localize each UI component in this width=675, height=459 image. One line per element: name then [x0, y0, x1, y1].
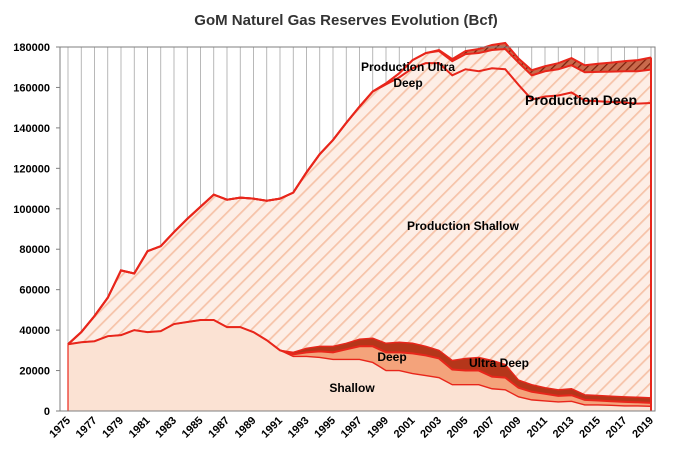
axes — [59, 46, 656, 412]
y-tick-120000: 120000 — [13, 163, 50, 175]
x-tick-2003: 2003 — [418, 415, 444, 441]
x-tick-1997: 1997 — [339, 415, 365, 441]
label-production-deep: Production Deep — [525, 92, 637, 108]
x-tick-1977: 1977 — [74, 415, 100, 441]
series-lines — [67, 41, 652, 411]
x-tick-2015: 2015 — [577, 415, 603, 441]
line-ultra-deep — [67, 319, 652, 399]
x-tick-2013: 2013 — [551, 415, 577, 441]
y-tick-80000: 80000 — [19, 244, 50, 256]
label-production-ultra-deep-line2: Deep — [393, 76, 422, 90]
x-tick-1975: 1975 — [47, 415, 73, 441]
area-production-deep — [68, 49, 651, 345]
stacked-areas — [68, 42, 651, 411]
x-tick-1985: 1985 — [180, 415, 206, 441]
y-tick-60000: 60000 — [19, 285, 50, 297]
y-tick-160000: 160000 — [13, 82, 50, 94]
area-production-shallow — [68, 63, 651, 398]
x-tick-1999: 1999 — [365, 415, 391, 441]
area-shallow — [68, 320, 651, 411]
y-tick-180000: 180000 — [13, 42, 50, 54]
x-tick-2005: 2005 — [445, 415, 471, 441]
y-tick-140000: 140000 — [13, 123, 50, 135]
y-tick-20000: 20000 — [19, 366, 50, 378]
x-tick-2019: 2019 — [630, 415, 656, 441]
x-tick-2001: 2001 — [392, 415, 418, 441]
x-tick-1981: 1981 — [127, 415, 153, 441]
x-tick-1989: 1989 — [233, 415, 259, 441]
x-tick-2007: 2007 — [471, 415, 497, 441]
x-tick-2009: 2009 — [498, 415, 524, 441]
y-tick-100000: 100000 — [13, 204, 50, 216]
y-tick-40000: 40000 — [19, 325, 50, 337]
plot-border — [59, 46, 656, 412]
x-tick-1983: 1983 — [153, 415, 179, 441]
area-deep — [68, 320, 651, 407]
x-tick-1995: 1995 — [312, 415, 338, 441]
x-tick-1987: 1987 — [206, 415, 232, 441]
x-tick-1979: 1979 — [100, 415, 126, 441]
y-tick-labels: 0 20000 40000 60000 80000 100000 120000 140000 1… — [13, 42, 60, 418]
label-shallow: Shallow — [329, 381, 375, 395]
x-tick-1991: 1991 — [259, 415, 285, 441]
label-deep: Deep — [377, 350, 406, 364]
label-production-ultra-deep-line1: Production Ultra — [361, 60, 455, 74]
chart-title: GoM Naturel Gas Reserves Evolution (Bcf) — [194, 12, 497, 29]
label-production-shallow: Production Shallow — [407, 219, 520, 233]
x-tick-2011: 2011 — [525, 415, 550, 440]
y-tick-0: 0 — [44, 406, 50, 418]
x-tick-2017: 2017 — [604, 415, 630, 441]
label-ultra-deep: Ultra Deep — [469, 356, 529, 370]
x-tick-1993: 1993 — [286, 415, 312, 441]
x-tick-labels: 1975 1977 1979 1981 1983 1985 1987 1989 1991 1993… — [47, 415, 656, 441]
line-production-ultra-deep — [67, 41, 652, 346]
